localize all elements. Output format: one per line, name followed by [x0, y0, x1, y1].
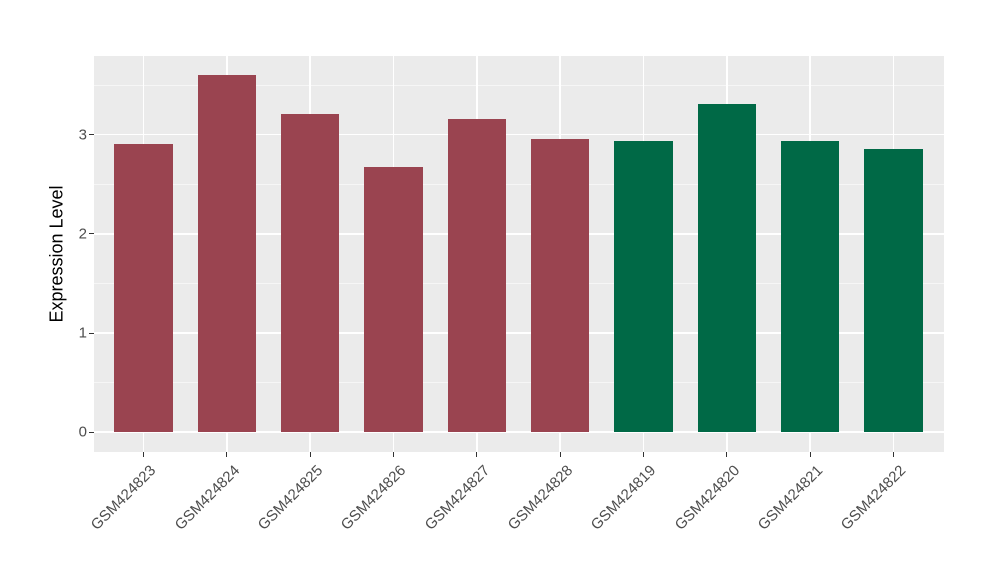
x-tick-label: GSM424826 — [337, 462, 410, 534]
bar-GSM424827 — [447, 119, 506, 432]
x-tick-mark — [143, 452, 144, 457]
x-tick-mark — [476, 452, 478, 457]
bar-GSM424820 — [697, 104, 756, 432]
x-tick-mark — [559, 452, 561, 457]
bar-GSM424823 — [114, 144, 173, 432]
y-tick-mark — [88, 332, 94, 334]
minor-gridline — [93, 84, 944, 86]
major-gridline — [93, 133, 944, 136]
x-tick-label: GSM424822 — [837, 462, 910, 534]
bar-GSM424826 — [364, 166, 423, 432]
y-tick-mark — [88, 233, 94, 235]
y-tick-mark — [88, 431, 94, 433]
bar-GSM424825 — [281, 114, 340, 432]
y-tick-label: 2 — [78, 225, 87, 243]
bar-GSM424822 — [864, 148, 923, 432]
x-tick-label: GSM424824 — [171, 462, 243, 534]
y-tick-label: 1 — [78, 324, 87, 342]
x-tick-mark — [226, 452, 228, 457]
bar-GSM424824 — [197, 74, 256, 432]
x-tick-mark — [809, 452, 811, 457]
x-tick-mark — [726, 452, 728, 457]
bar-GSM424821 — [781, 141, 840, 432]
bar-GSM424828 — [531, 139, 590, 432]
major-gridline — [93, 332, 944, 334]
x-tick-label: GSM424825 — [254, 462, 327, 534]
x-tick-label: GSM424823 — [87, 462, 160, 534]
y-tick-label: 3 — [78, 126, 87, 144]
x-tick-label: GSM424819 — [587, 462, 660, 534]
minor-gridline — [93, 183, 944, 185]
plot-panel — [93, 56, 944, 452]
bar-GSM424819 — [614, 141, 673, 432]
minor-gridline — [93, 282, 944, 284]
x-tick-mark — [893, 452, 894, 457]
x-tick-label: GSM424827 — [421, 462, 493, 534]
x-tick-label: GSM424828 — [504, 462, 577, 534]
x-tick-mark — [643, 452, 644, 457]
y-tick-label: 0 — [78, 423, 87, 441]
y-tick-mark — [88, 134, 94, 136]
x-tick-mark — [393, 452, 394, 457]
major-gridline — [93, 431, 944, 433]
minor-gridline — [93, 382, 944, 384]
y-axis-title: Expression Level — [46, 185, 67, 323]
x-tick-mark — [309, 452, 311, 457]
x-tick-label: GSM424820 — [671, 462, 743, 534]
x-tick-label: GSM424821 — [754, 462, 827, 534]
major-gridline — [93, 233, 944, 235]
